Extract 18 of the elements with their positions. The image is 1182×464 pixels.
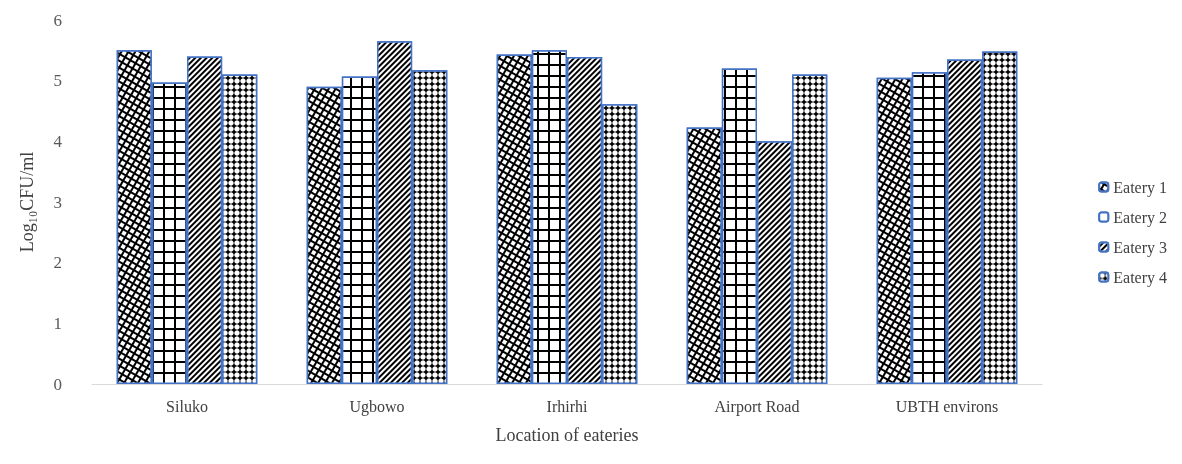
x-tick-label: Irhirhi	[546, 397, 588, 415]
legend-label: Eatery 4	[1113, 268, 1167, 287]
x-axis-title: Location of eateries	[495, 425, 639, 445]
x-tick-label: UBTH environs	[895, 397, 999, 415]
x-tick-label: Airport Road	[714, 397, 800, 416]
y-tick-label: 1	[53, 313, 62, 333]
x-tick-label: Siluko	[166, 397, 208, 415]
y-tick-label: 2	[53, 253, 62, 273]
y-axis-title: Log₁₀CFU/ml	[17, 151, 37, 253]
y-tick-label: 5	[53, 71, 62, 91]
y-tick-label: 3	[53, 192, 62, 212]
y-tick-label: 4	[53, 131, 63, 151]
legend-label: Eatery 2	[1113, 208, 1167, 227]
legend-label: Eatery 1	[1113, 178, 1167, 197]
legend-label: Eatery 3	[1113, 238, 1167, 257]
x-tick-label: Ugbowo	[349, 397, 405, 416]
y-tick-label: 0	[53, 374, 62, 394]
y-tick-label: 6	[53, 10, 62, 30]
